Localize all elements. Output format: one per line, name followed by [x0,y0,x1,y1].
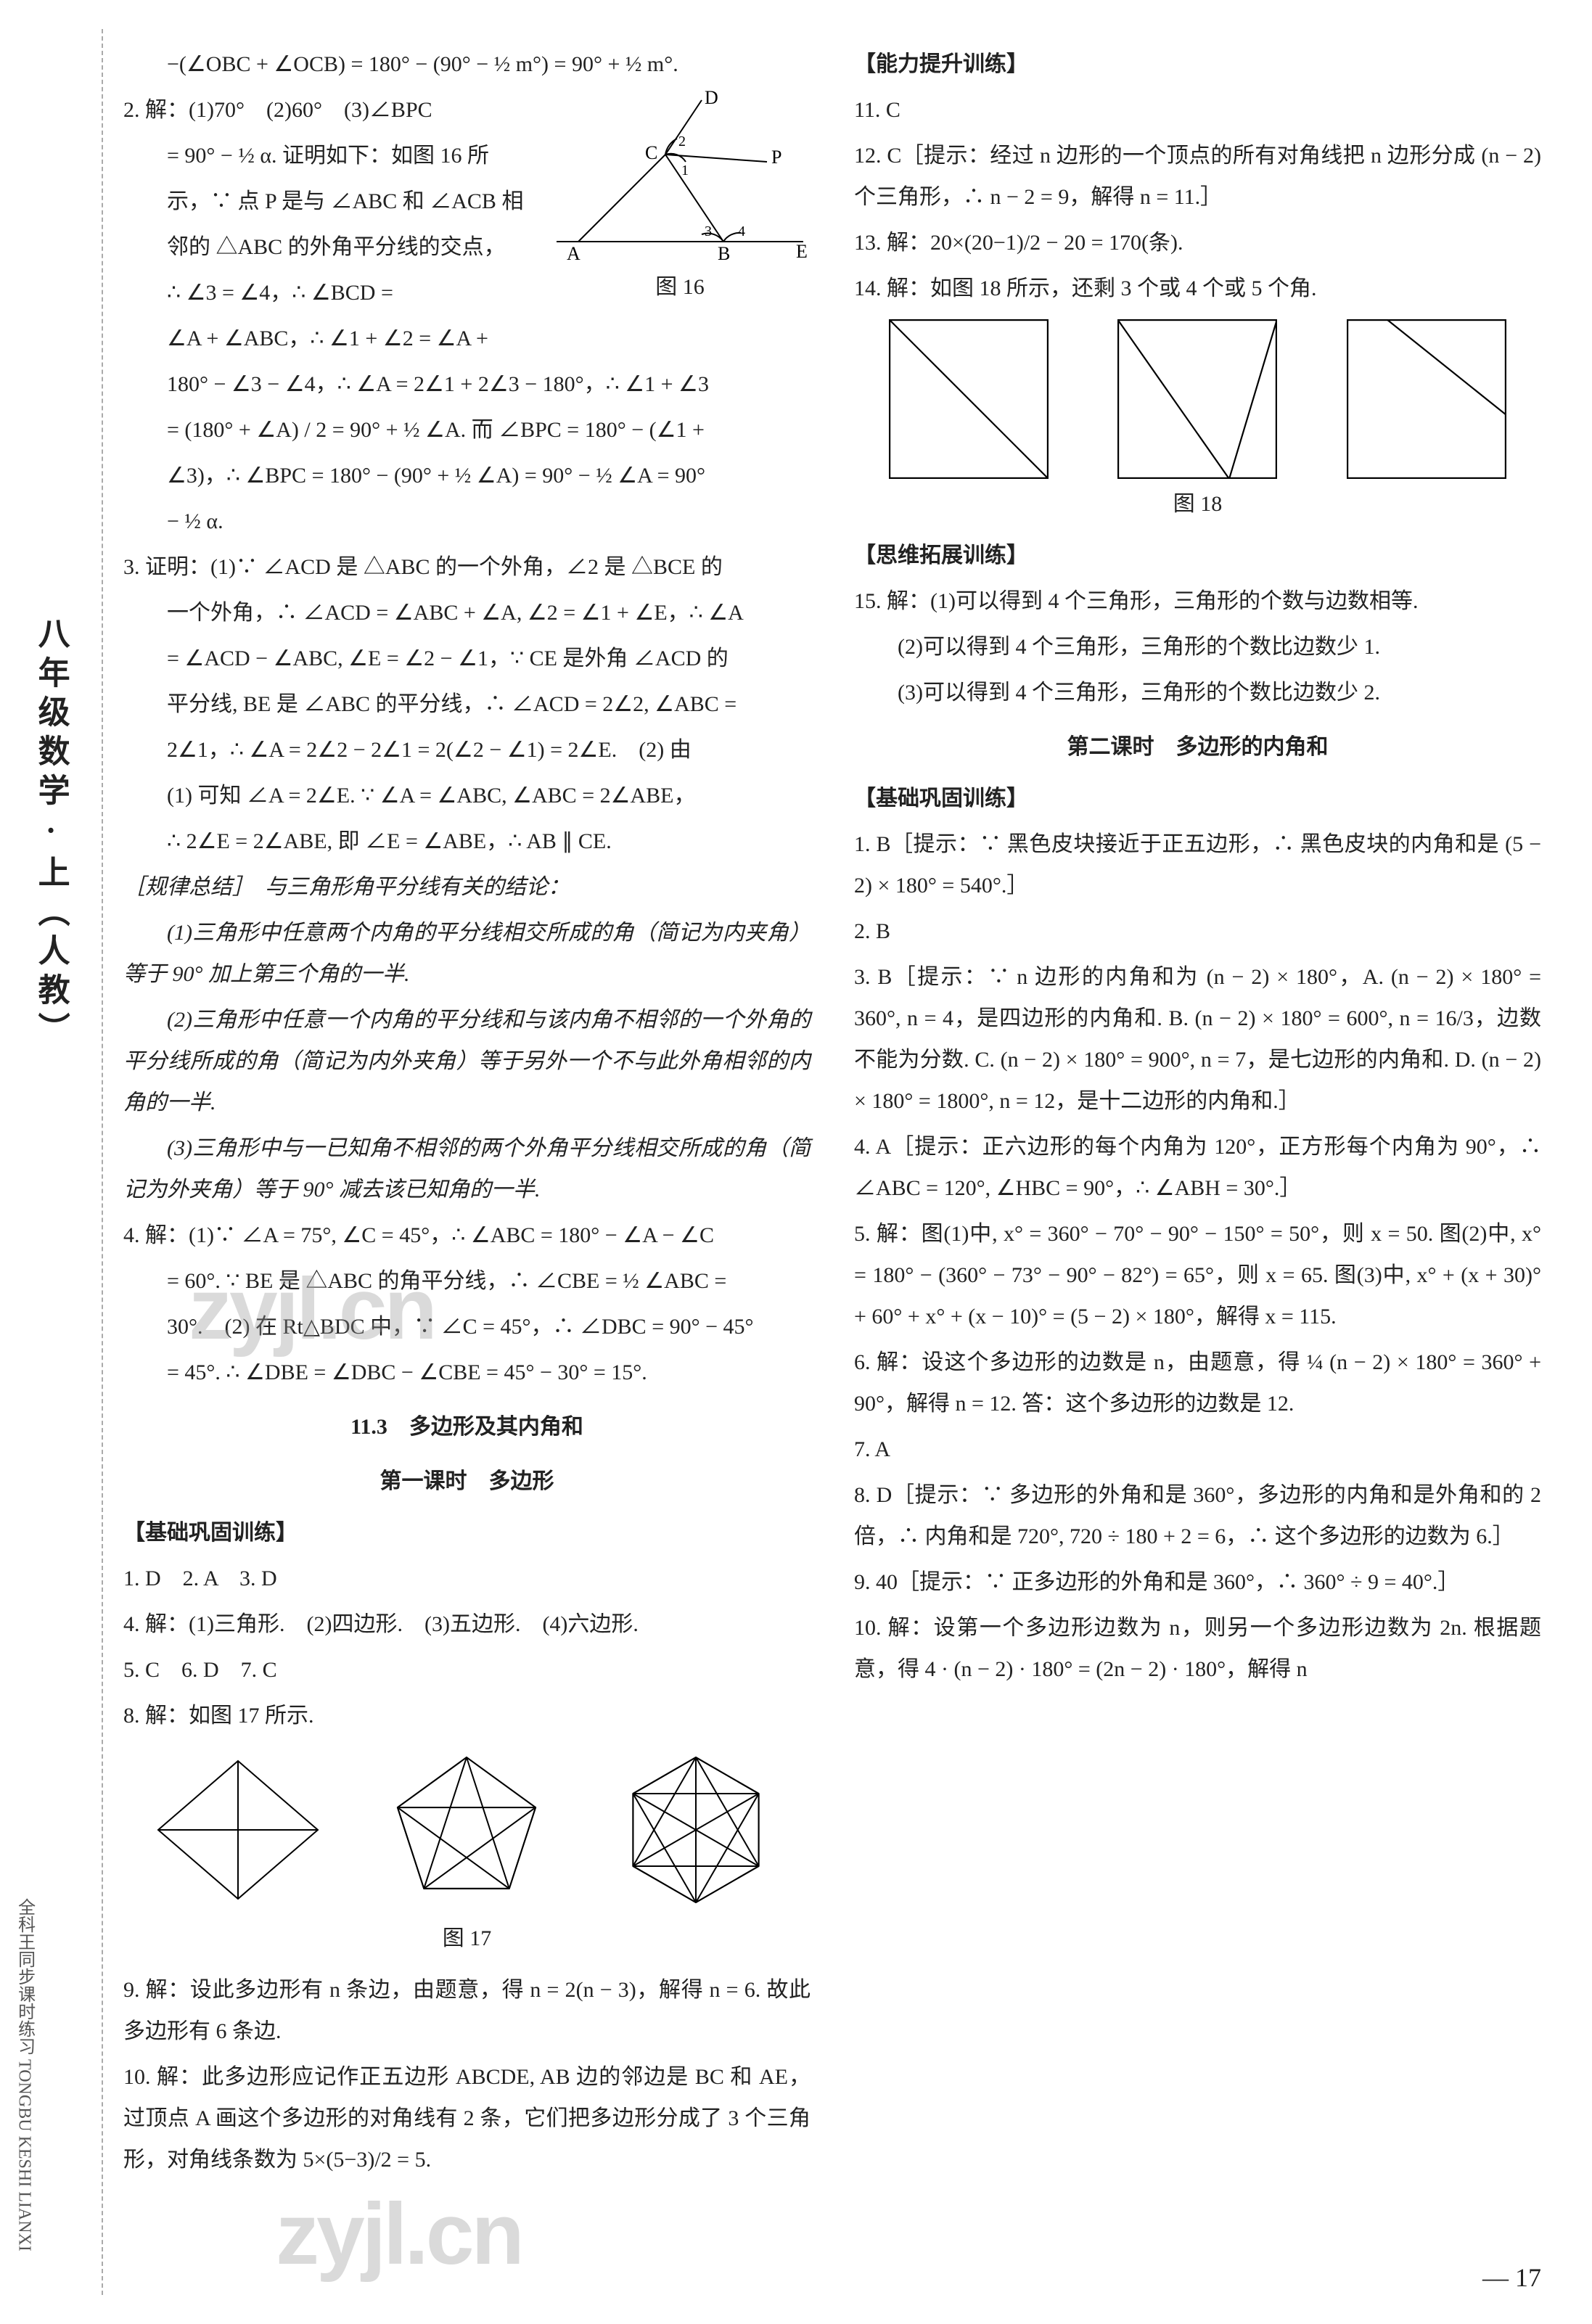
fig16-C: C [645,142,657,163]
figure-16: A B C D E P 1 2 3 4 图 16 [549,89,811,318]
solution-line: 180° − ∠3 − ∠4，∴ ∠A = 2∠1 + 2∠3 − 180°，∴… [123,364,811,405]
solution-line: (1) 可知 ∠A = 2∠E. ∵ ∠A = ∠ABC, ∠ABC = 2∠A… [123,775,811,816]
figure-18-a [889,319,1049,479]
lesson-heading: 第二课时 多边形的内角和 [854,726,1541,768]
answer-line: 1. D 2. A 3. D [123,1558,811,1599]
answer-line: 12. C［提示：经过 n 边形的一个顶点的所有对角线把 n 边形分成 (n −… [854,135,1541,218]
answer-line: 14. 解：如图 18 所示，还剩 3 个或 4 个或 5 个角. [854,268,1541,309]
answer-line: 2. B [854,911,1541,952]
solution-line: 2∠1，∴ ∠A = 2∠2 − 2∠1 = 2(∠2 − ∠1) = 2∠E.… [123,729,811,771]
answer-line: 7. A [854,1429,1541,1470]
solution-line: 10. 解：此多边形应记作正五边形 ABCDE, AB 边的邻边是 BC 和 A… [123,2056,811,2180]
figure-17-hexagon [609,1746,783,1913]
answer-line: 1. B［提示：∵ 黑色皮块接近于正五边形，∴ 黑色皮块的内角和是 (5 − 2… [854,824,1541,906]
answer-line: 13. 解：20×(20−1)/2 − 20 = 170(条). [854,222,1541,263]
solution-line: 平分线, BE 是 ∠ABC 的平分线，∴ ∠ACD = 2∠2, ∠ABC = [123,683,811,725]
answer-line: 8. 解：如图 17 所示. [123,1695,811,1736]
answer-line: 8. D［提示：∵ 多边形的外角和是 360°，多边形的内角和是外角和的 2 倍… [854,1474,1541,1557]
content-columns: −(∠OBC + ∠OCB) = 180° − (90° − ½ m°) = 9… [123,44,1541,2220]
answer-line: 15. 解：(1)可以得到 4 个三角形，三角形的个数与边数相等. [854,580,1541,622]
solution-line: 4. 解：(1)∵ ∠A = 75°, ∠C = 45°，∴ ∠ABC = 18… [123,1215,811,1256]
side-rule [102,29,103,2295]
figure-18 [854,319,1541,479]
answer-line: 4. 解：(1)三角形. (2)四边形. (3)五边形. (4)六边形. [123,1604,811,1645]
solution-line: 30°. (2) 在 Rt△BDC 中，∵ ∠C = 45°，∴ ∠DBC = … [123,1306,811,1347]
answer-line: 10. 解：设第一个多边形边数为 n，则另一个多边形边数为 2n. 根据题意，得… [854,1607,1541,1690]
solution-line: = ∠ACD − ∠ABC, ∠E = ∠2 − ∠1，∵ CE 是外角 ∠AC… [123,638,811,679]
answer-line: 9. 40［提示：∵ 正多边形的外角和是 360°，∴ 360° ÷ 9 = 4… [854,1561,1541,1603]
training-heading: 【思维拓展训练】 [854,535,1541,576]
fig16-3: 3 [705,223,712,239]
figure-18-b [1117,319,1277,479]
lesson-heading: 第一课时 多边形 [123,1461,811,1502]
figure-17 [123,1746,811,1913]
figure-17-pentagon [379,1746,554,1913]
fig16-1: 1 [681,163,689,178]
page-number: — 17 [1482,2253,1541,2302]
solution-line: 3. 证明：(1)∵ ∠ACD 是 △ABC 的一个外角，∠2 是 △BCE 的 [123,546,811,588]
solution-line: 9. 解：设此多边形有 n 条边，由题意，得 n = 2(n − 3)，解得 n… [123,1969,811,2052]
answer-line: (3)可以得到 4 个三角形，三角形的个数比边数少 2. [854,672,1541,713]
answer-line: (2)可以得到 4 个三角形，三角形的个数比边数少 1. [854,626,1541,668]
solution-line: ∴ 2∠E = 2∠ABE, 即 ∠E = ∠ABE，∴ AB ∥ CE. [123,821,811,862]
side-stamp: 全科王同步课时练习 TONGBU KESHI LIANXI [7,1898,41,2251]
solution-line: = 45°. ∴ ∠DBE = ∠DBC − ∠CBE = 45° − 30° … [123,1352,811,1393]
answer-line: 6. 解：设这个多边形的边数是 n，由题意，得 ¼ (n − 2) × 180°… [854,1342,1541,1424]
fig16-B: B [718,243,730,263]
fig16-A: A [567,243,580,263]
fig16-E: E [796,241,808,262]
fig16-P: P [771,147,781,168]
rule-summary: (2)三角形中任意一个内角的平分线和与该内角不相邻的一个外角的平分线所成的角（简… [123,999,811,1123]
answer-line: 11. C [854,89,1541,131]
solution-line: − ½ α. [123,501,811,542]
rule-summary: (1)三角形中任意两个内角的平分线相交所成的角（简记为内夹角）等于 90° 加上… [123,912,811,995]
training-heading: 【基础巩固训练】 [854,778,1541,819]
solution-line: ∠A + ∠ABC，∴ ∠1 + ∠2 = ∠A + [123,318,811,359]
side-book-label: 八年级数学·上（人教） [20,617,81,1051]
figure-17-caption: 图 17 [123,1918,811,1959]
fig16-4: 4 [738,223,745,239]
solution-line: = 60°. ∵ BE 是 △ABC 的角平分线，∴ ∠CBE = ½ ∠ABC… [123,1260,811,1302]
figure-16-svg: A B C D E P 1 2 3 4 [549,89,811,263]
fig16-D: D [705,89,718,108]
page: 八年级数学·上（人教） 全科王同步课时练习 TONGBU KESHI LIANX… [0,0,1592,2324]
answer-line: 4. A［提示：正六边形的每个内角为 120°，正方形每个内角为 90°，∴ ∠… [854,1126,1541,1209]
rule-summary: (3)三角形中与一已知角不相邻的两个外角平分线相交所成的角（简记为外夹角）等于 … [123,1128,811,1210]
figure-17-quad [151,1750,325,1910]
fig16-2: 2 [678,134,686,149]
section-heading: 11.3 多边形及其内角和 [123,1406,811,1448]
figure-18-c [1347,319,1506,479]
solution-line: = (180° + ∠A) / 2 = 90° + ½ ∠A. 而 ∠BPC =… [123,409,811,451]
solution-line: 一个外角，∴ ∠ACD = ∠ABC + ∠A, ∠2 = ∠1 + ∠E，∴ … [123,592,811,633]
figure-16-caption: 图 16 [549,266,811,308]
training-heading: 【能力提升训练】 [854,44,1541,85]
training-heading: 【基础巩固训练】 [123,1512,811,1553]
answer-line: 5. C 6. D 7. C [123,1649,811,1691]
figure-18-caption: 图 18 [854,483,1541,525]
solution-line: −(∠OBC + ∠OCB) = 180° − (90° − ½ m°) = 9… [123,44,811,85]
solution-line: ∠3)，∴ ∠BPC = 180° − (90° + ½ ∠A) = 90° −… [123,455,811,496]
answer-line: 5. 解：图(1)中, x° = 360° − 70° − 90° − 150°… [854,1213,1541,1337]
answer-line: 3. B［提示：∵ n 边形的内角和为 (n − 2) × 180°，A. (n… [854,956,1541,1122]
rule-summary-head: ［规律总结］ 与三角形角平分线有关的结论： [123,866,811,908]
